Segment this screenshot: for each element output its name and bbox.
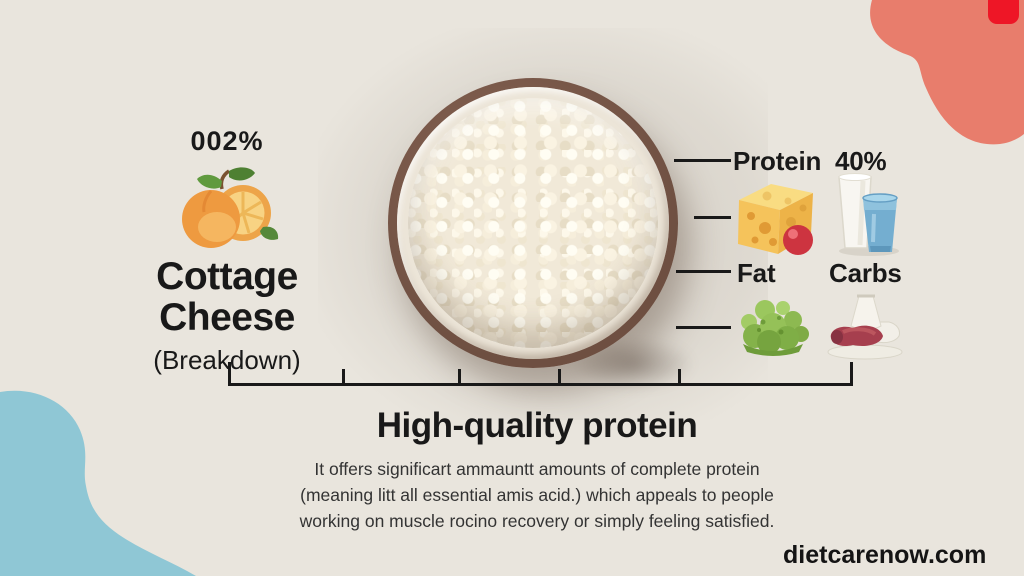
section-heading: High-quality protein — [376, 406, 698, 445]
page-title: Cottage Cheese — [118, 255, 336, 339]
protein-label: Protein — [733, 146, 822, 176]
bracket-baseline — [228, 383, 853, 386]
connector-line-protein — [674, 159, 731, 162]
cottage-cheese-bowl — [388, 78, 678, 368]
watermark-site-url: dietcarenow.com — [783, 541, 987, 569]
section-body: It offers significart ammauntt amounts o… — [187, 456, 887, 534]
percent-label: 002% — [190, 126, 264, 156]
blue-blob-decoration — [0, 390, 196, 576]
title-line-2: Cheese — [159, 295, 295, 339]
bracket-tick — [341, 369, 345, 386]
page-subtitle: (Breakdown) — [153, 345, 301, 376]
body-line-3: working on muscle rocino recovery or sim… — [299, 511, 775, 531]
bracket-tick — [228, 362, 231, 386]
bracket-tick — [850, 362, 853, 386]
cheese-cube-cherry-icon — [738, 184, 813, 255]
body-line-1: It offers significart ammauntt amounts o… — [314, 459, 760, 479]
red-dot-decoration — [988, 0, 1019, 24]
bracket-tick — [678, 369, 681, 386]
apricot-orange-icon — [118, 165, 336, 255]
bracket-tick — [558, 369, 561, 386]
bracket-tick — [458, 369, 461, 386]
carbs-label: Carbs — [829, 258, 902, 288]
connector-line-greens-icon — [676, 326, 731, 329]
body-line-2: (meaning litt all essential amis acid.) … — [300, 485, 774, 505]
greens-icon — [741, 300, 809, 356]
cottage-cheese-curds — [408, 98, 658, 348]
title-line-1: Cottage — [156, 255, 298, 298]
milk-glasses-icon — [838, 173, 899, 256]
left-panel: 002% Cottage Cheese (Breakdown) — [118, 126, 336, 376]
bracket-ruler — [228, 362, 853, 386]
fat-label: Fat — [737, 258, 776, 288]
meat-bowl-icon — [827, 294, 903, 360]
protein-value: 40% — [835, 146, 887, 176]
connector-line-cheese-icon — [694, 216, 731, 219]
bowl-inner-rim — [397, 87, 669, 359]
connector-line-fat — [676, 270, 731, 273]
